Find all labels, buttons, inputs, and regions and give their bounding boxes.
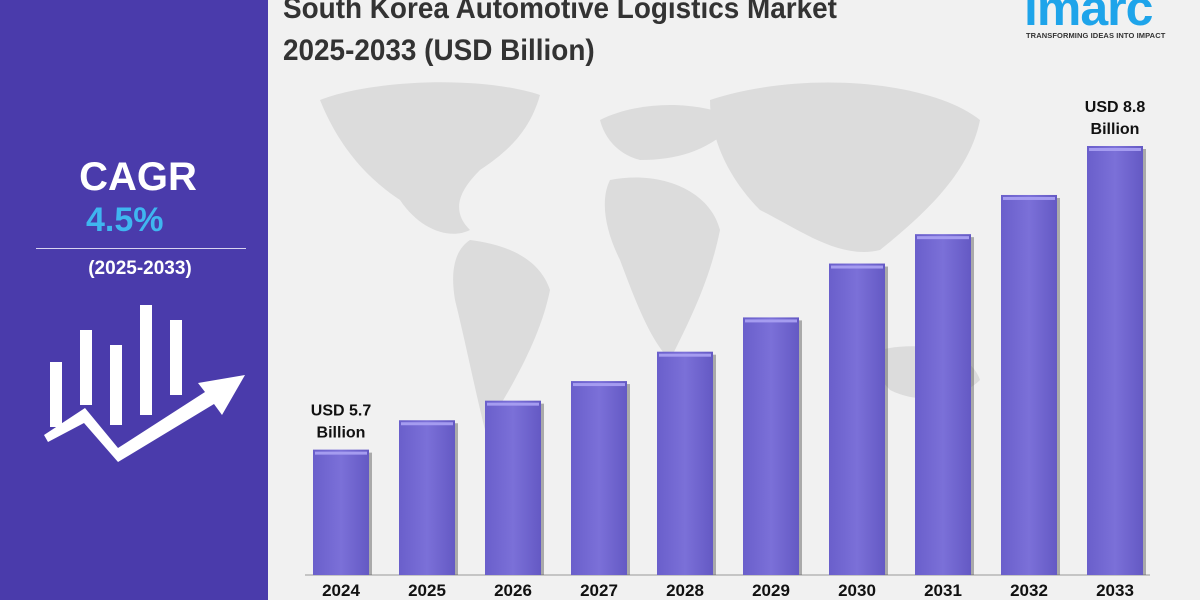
- data-label: Billion: [317, 425, 366, 442]
- bar-highlight: [917, 236, 969, 240]
- bar-2032: [1001, 194, 1057, 575]
- x-tick-label: 2031: [924, 581, 962, 600]
- x-tick-label: 2025: [408, 581, 446, 600]
- bar-highlight: [1003, 196, 1055, 200]
- bar-2029: [743, 317, 799, 575]
- x-tick-label: 2030: [838, 581, 876, 600]
- bar-highlight: [487, 402, 539, 406]
- growth-chart-arrow-icon: [44, 305, 245, 462]
- cagr-period: (2025-2033): [88, 258, 192, 279]
- bar-highlight: [401, 422, 453, 426]
- world-map-background: [320, 82, 980, 430]
- data-label: USD 5.7: [311, 403, 372, 420]
- cagr-value: 4.5%: [86, 201, 164, 239]
- x-tick-label: 2026: [494, 581, 532, 600]
- bar-2031: [915, 234, 971, 575]
- x-tick-label: 2032: [1010, 581, 1048, 600]
- bar-2033: [1087, 146, 1143, 575]
- x-tick-label: 2027: [580, 581, 618, 600]
- imarc-logo: imarc: [1024, 0, 1153, 36]
- chart-title-text: South Korea Automotive Logistics Market 2…: [283, 0, 837, 67]
- x-tick-label: 2029: [752, 581, 790, 600]
- bar-highlight: [745, 319, 797, 323]
- bar-highlight: [831, 265, 883, 269]
- logo-tagline: TRANSFORMING IDEAS INTO IMPACT: [1026, 31, 1166, 40]
- bar-highlight: [1089, 148, 1141, 151]
- chart-title: South Korea Automotive Logistics Market 2…: [283, 0, 953, 72]
- bar-2026: [485, 400, 541, 575]
- x-tick-label: 2033: [1096, 581, 1134, 600]
- data-label: USD 8.8: [1085, 99, 1146, 116]
- cagr-label: CAGR: [79, 155, 197, 199]
- bar-highlight: [659, 353, 711, 357]
- data-label: Billion: [1091, 121, 1140, 138]
- bar-2028: [657, 351, 713, 575]
- bar-highlight: [315, 451, 367, 455]
- bar-2030: [829, 263, 885, 575]
- bar-2024: [313, 449, 369, 575]
- cagr-panel: [0, 0, 268, 600]
- bar-2025: [399, 420, 455, 575]
- x-tick-label: 2024: [322, 581, 360, 600]
- x-tick-label: 2028: [666, 581, 704, 600]
- bar-highlight: [573, 383, 625, 387]
- divider: [36, 248, 246, 249]
- bar-2027: [571, 381, 627, 575]
